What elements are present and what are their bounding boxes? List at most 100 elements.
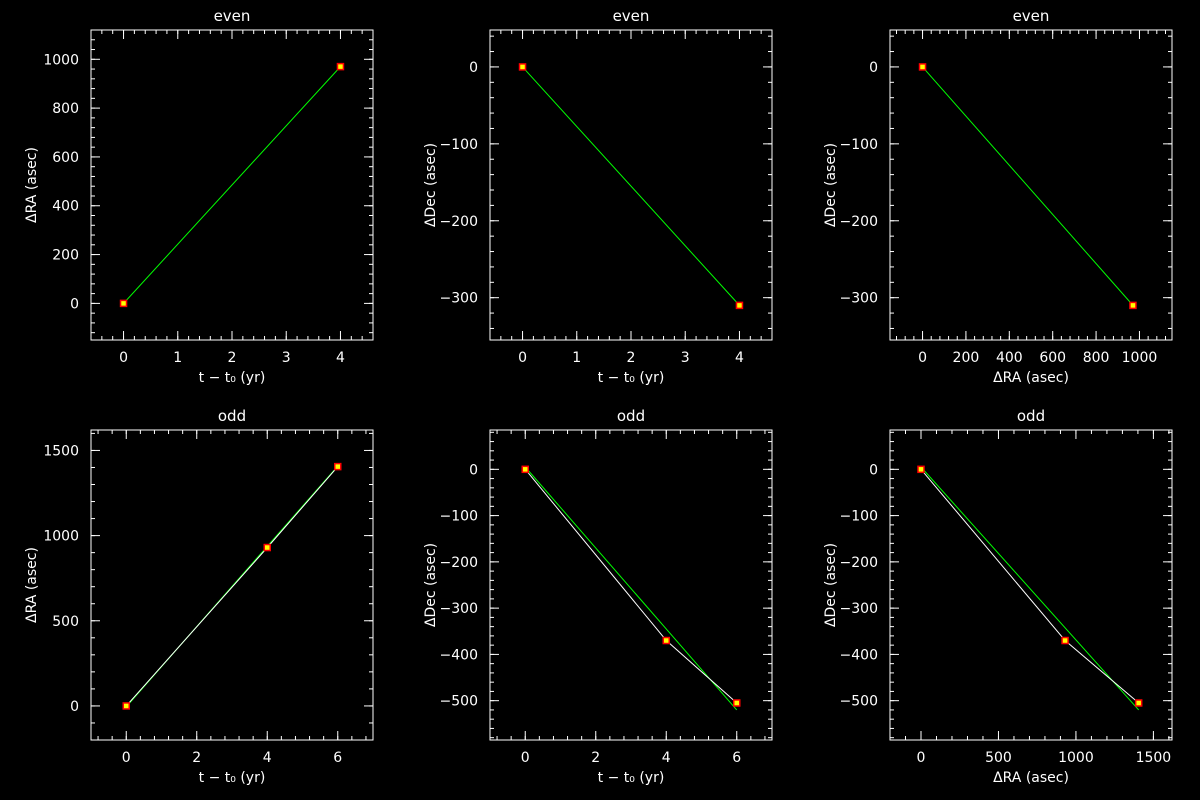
- data-point: [917, 465, 925, 474]
- axes-frame: [489, 429, 773, 741]
- data-point: [1061, 636, 1069, 645]
- y-axis-label: ΔDec (asec): [423, 543, 439, 627]
- x-tick-label: 1000: [1122, 350, 1158, 366]
- axes-frame: [90, 429, 374, 741]
- y-tick-label: 1000: [43, 52, 79, 68]
- x-tick-label: 2: [627, 350, 636, 366]
- axes-frame: [889, 429, 1173, 741]
- axes-frame: [489, 29, 773, 341]
- data-point: [119, 299, 128, 308]
- data-point: [918, 63, 927, 71]
- panel-1: 0 1 2 3 4 0 200 400 600 800 1000 even t − t₀ (yr) ΔRA…: [24, 7, 374, 386]
- data-point: [1134, 699, 1143, 707]
- y-tick-label: 600: [52, 150, 79, 166]
- panel-6: 0 500 1000 1500 0 −100 −200 −300 −400 −500 odd ΔRA …: [823, 407, 1173, 786]
- x-axis-label: t − t₀ (yr): [199, 370, 266, 386]
- x-tick-label: 3: [282, 350, 291, 366]
- y-axis-label: ΔDec (asec): [823, 143, 839, 227]
- y-tick-label: 0: [469, 462, 478, 478]
- data-point: [662, 636, 670, 645]
- x-tick-label: 4: [735, 350, 744, 366]
- panel-title: odd: [1017, 407, 1045, 425]
- panel-title: even: [1013, 7, 1050, 25]
- x-tick-label: 800: [1083, 350, 1110, 366]
- data-point: [521, 465, 529, 474]
- y-tick-label: −100: [840, 137, 878, 153]
- y-axis-label: ΔDec (asec): [823, 543, 839, 627]
- x-tick-label: 0: [122, 750, 131, 766]
- x-axis-label: t − t₀ (yr): [598, 370, 665, 386]
- y-tick-label: 1500: [43, 443, 79, 459]
- x-tick-label: 0: [521, 750, 530, 766]
- panel-title: even: [214, 7, 251, 25]
- data-point: [518, 63, 527, 71]
- y-tick-label: −500: [840, 694, 878, 710]
- y-tick-label: −300: [440, 601, 478, 617]
- y-tick-label: 1000: [43, 529, 79, 545]
- y-tick-label: 400: [52, 199, 79, 215]
- x-tick-label: 1: [572, 350, 581, 366]
- x-tick-label: 4: [336, 350, 345, 366]
- data-point: [336, 62, 345, 71]
- panel-3: 0 200 400 600 800 1000 0 −100 −200 −300 even ΔRA (a…: [823, 7, 1173, 386]
- panel-5: 0 2 4 6 0 −100 −200 −300 −400 −500 odd t − t₀ (yr) Δ…: [423, 407, 773, 786]
- x-tick-label: 600: [1039, 350, 1066, 366]
- x-tick-label: 1000: [1058, 750, 1094, 766]
- data-line: [920, 468, 1140, 704]
- fit-line: [522, 66, 740, 306]
- y-tick-label: −300: [840, 291, 878, 307]
- y-tick-label: 0: [869, 462, 878, 478]
- y-tick-label: −300: [440, 291, 478, 307]
- y-tick-label: −200: [440, 555, 478, 571]
- x-axis-label: ΔRA (asec): [993, 770, 1069, 786]
- x-tick-label: 6: [732, 750, 741, 766]
- y-tick-label: 800: [52, 101, 79, 117]
- x-tick-label: 200: [953, 350, 980, 366]
- x-tick-label: 2: [192, 750, 201, 766]
- y-tick-label: −400: [840, 647, 878, 663]
- fit-line: [920, 466, 1140, 711]
- y-axis-label: ΔRA (asec): [24, 547, 40, 623]
- x-axis-label: ΔRA (asec): [993, 370, 1069, 386]
- fit-line: [922, 66, 1134, 306]
- x-axis-label: t − t₀ (yr): [199, 770, 266, 786]
- x-tick-label: 4: [263, 750, 272, 766]
- y-tick-label: 500: [52, 614, 79, 630]
- x-tick-label: 0: [119, 350, 128, 366]
- y-tick-label: −500: [440, 694, 478, 710]
- panel-2: 0 1 2 3 4 0 −100 −200 −300 even t − t₀ (yr) ΔDec (a…: [423, 7, 773, 386]
- x-tick-label: 4: [662, 750, 671, 766]
- fit-line: [524, 466, 738, 711]
- y-tick-label: 200: [52, 248, 79, 264]
- y-tick-label: 0: [869, 60, 878, 76]
- x-tick-label: 0: [917, 750, 926, 766]
- data-point: [122, 702, 130, 710]
- y-tick-label: −200: [840, 555, 878, 571]
- axes-frame: [889, 29, 1173, 341]
- panel-title: odd: [218, 407, 246, 425]
- y-axis-label: ΔRA (asec): [24, 147, 40, 223]
- panel-title: odd: [617, 407, 645, 425]
- x-tick-label: 0: [918, 350, 927, 366]
- data-point: [1129, 301, 1137, 310]
- x-tick-label: 3: [681, 350, 690, 366]
- x-tick-label: 0: [518, 350, 527, 366]
- x-tick-label: 1: [173, 350, 182, 366]
- x-axis-label: t − t₀ (yr): [598, 770, 665, 786]
- y-tick-label: −300: [840, 601, 878, 617]
- x-tick-label: 2: [591, 750, 600, 766]
- fit-line: [123, 66, 341, 304]
- x-tick-label: 1500: [1136, 750, 1172, 766]
- x-tick-label: 500: [985, 750, 1012, 766]
- data-point: [733, 699, 741, 707]
- y-axis-label: ΔDec (asec): [423, 143, 439, 227]
- data-point: [735, 301, 744, 310]
- panel-4: 0 2 4 6 0 500 1000 1500 odd t − t₀ (yr) ΔRA (asec): [24, 407, 374, 786]
- data-line: [524, 468, 738, 704]
- y-tick-label: −200: [840, 214, 878, 230]
- y-tick-label: −100: [440, 137, 478, 153]
- y-tick-label: −400: [440, 647, 478, 663]
- x-tick-label: 400: [996, 350, 1023, 366]
- data-point: [263, 543, 271, 552]
